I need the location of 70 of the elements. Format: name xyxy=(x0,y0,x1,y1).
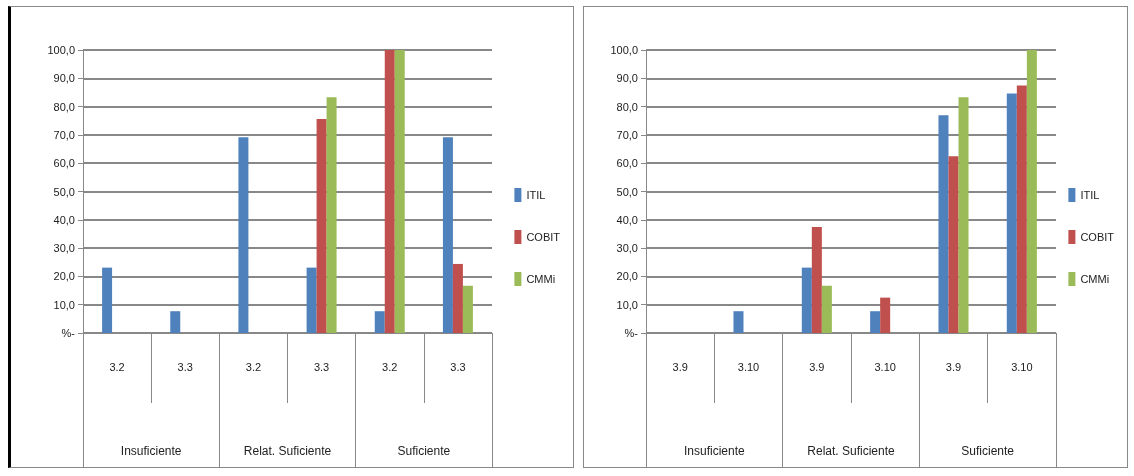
text: Suficiente xyxy=(961,444,1015,458)
y-tick-label: 20,0 xyxy=(53,270,75,283)
x-tick-label: 3.2 xyxy=(245,360,262,373)
bar xyxy=(801,267,812,333)
x-tick-label: 3.10 xyxy=(737,360,760,373)
text: Relat. Suficiente xyxy=(243,444,332,458)
bar xyxy=(938,115,949,333)
bar xyxy=(1026,50,1037,333)
bar xyxy=(821,285,832,333)
y-tick-label: 70,0 xyxy=(616,128,638,141)
legend-label: CMMi xyxy=(1080,273,1110,285)
x-tick-label: 3.3 xyxy=(313,360,330,373)
y-tick-label: 30,0 xyxy=(616,242,638,255)
x-tick-label: 3.10 xyxy=(1011,360,1033,373)
y-tick-label: 60,0 xyxy=(616,157,638,170)
bar xyxy=(811,226,822,333)
text: Insuficiente xyxy=(120,444,182,458)
y-tick-label: 40,0 xyxy=(53,213,75,226)
y-tick-label: %- xyxy=(61,327,76,339)
bar xyxy=(1016,85,1027,333)
y-tick-label: 30,0 xyxy=(53,242,75,255)
bar xyxy=(394,50,405,333)
y-tick-label: 20,0 xyxy=(616,270,638,283)
bar xyxy=(374,311,385,333)
bar xyxy=(948,156,959,333)
text: Suficiente xyxy=(397,444,451,458)
x-tick-label: 3.9 xyxy=(809,360,825,373)
legend-label: COBIT xyxy=(1080,231,1115,243)
x-tick-label: 3.2 xyxy=(109,360,125,373)
y-tick-label: 10,0 xyxy=(53,298,75,311)
bar xyxy=(733,311,744,333)
legend-label: ITIL xyxy=(526,189,546,201)
bar xyxy=(170,311,181,333)
x-tick-label: 3.9 xyxy=(945,360,962,373)
bar xyxy=(102,267,113,333)
bar xyxy=(384,50,395,333)
x-tick-label: 3.2 xyxy=(382,360,398,373)
bar xyxy=(880,297,891,333)
y-tick-label: 90,0 xyxy=(616,72,638,85)
y-tick-label: 80,0 xyxy=(53,100,75,113)
y-tick-label: 10,0 xyxy=(616,298,638,311)
legend-label: COBIT xyxy=(526,231,561,243)
x-tick-label: 3.3 xyxy=(450,360,466,373)
bar xyxy=(452,263,463,333)
y-tick-label: 50,0 xyxy=(53,185,75,198)
x-tick-label: 3.10 xyxy=(874,360,896,373)
bar xyxy=(958,97,969,333)
bar xyxy=(870,311,881,333)
y-tick-label: 80,0 xyxy=(616,100,638,113)
y-tick-label: 40,0 xyxy=(616,213,638,226)
bar xyxy=(462,285,473,333)
bar xyxy=(238,137,249,333)
legend-label: CMMi xyxy=(526,273,556,285)
y-tick-label: 90,0 xyxy=(53,72,75,85)
y-tick-label: 100,0 xyxy=(610,44,638,56)
y-tick-label: 50,0 xyxy=(616,185,638,198)
x-tick-label: 3.3 xyxy=(177,360,193,373)
bar xyxy=(442,137,453,333)
y-tick-label: 100,0 xyxy=(47,44,75,56)
text: Insuficiente xyxy=(683,444,746,458)
bar xyxy=(316,119,327,333)
y-tick-label: 70,0 xyxy=(53,128,75,141)
text: Relat. Suficiente xyxy=(807,444,896,458)
bar xyxy=(306,267,317,333)
x-tick-label: 3.9 xyxy=(672,360,688,373)
legend-label: ITIL xyxy=(1080,189,1100,201)
y-tick-label: 60,0 xyxy=(53,157,75,170)
bar xyxy=(1006,93,1017,333)
y-tick-label: %- xyxy=(624,327,639,339)
bar xyxy=(326,97,337,333)
